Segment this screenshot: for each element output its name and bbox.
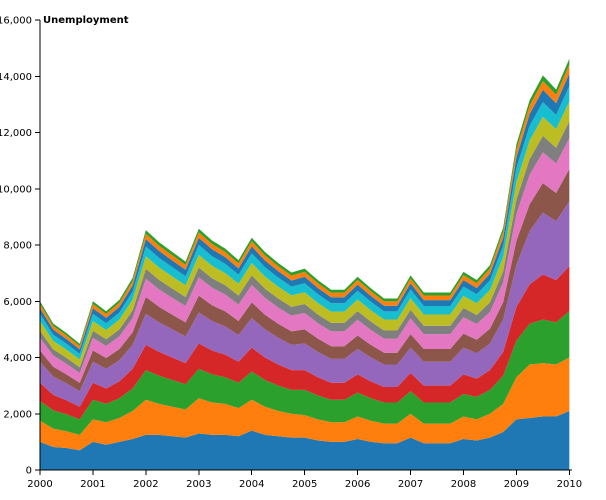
y-tick-label: 12,000 <box>0 128 32 139</box>
x-tick-label: 2009 <box>504 479 529 490</box>
area-series-4 <box>40 266 570 420</box>
x-axis: 2000 2001 2002 2003 2004 2005 2006 2007 2008 2009… <box>27 469 582 490</box>
y-tick-label: 6,000 <box>3 297 32 308</box>
y-axis: 0 2,000 4,000 6,000 8,000 10,000 12,000 14,000 1… <box>0 16 41 477</box>
x-tick-label: 2002 <box>133 479 158 490</box>
y-axis-label: Unemployment <box>43 15 129 26</box>
area-series-5 <box>40 201 570 407</box>
y-tick-label: 16,000 <box>0 16 32 27</box>
x-tick-label: 2001 <box>80 479 105 490</box>
area-series-3 <box>40 311 570 435</box>
area-series-2 <box>40 357 570 451</box>
y-tick-label: 0 <box>26 466 32 477</box>
x-tick-label: 2005 <box>292 479 317 490</box>
x-tick-label: 2008 <box>451 479 476 490</box>
x-tick-label: 2003 <box>186 479 211 490</box>
x-tick-label: 2004 <box>239 479 264 490</box>
y-tick-label: 2,000 <box>3 409 32 420</box>
y-tick-label: 4,000 <box>3 353 32 364</box>
x-tick-label: 2010 <box>557 479 582 490</box>
x-tick-label: 2000 <box>27 479 52 490</box>
area-series-group <box>40 58 570 470</box>
y-tick-label: 8,000 <box>3 241 32 252</box>
y-tick-label: 14,000 <box>0 72 32 83</box>
x-tick-label: 2007 <box>398 479 423 490</box>
area-series-1 <box>40 410 570 470</box>
x-tick-label: 2006 <box>345 479 370 490</box>
y-tick-label: 10,000 <box>0 184 32 195</box>
